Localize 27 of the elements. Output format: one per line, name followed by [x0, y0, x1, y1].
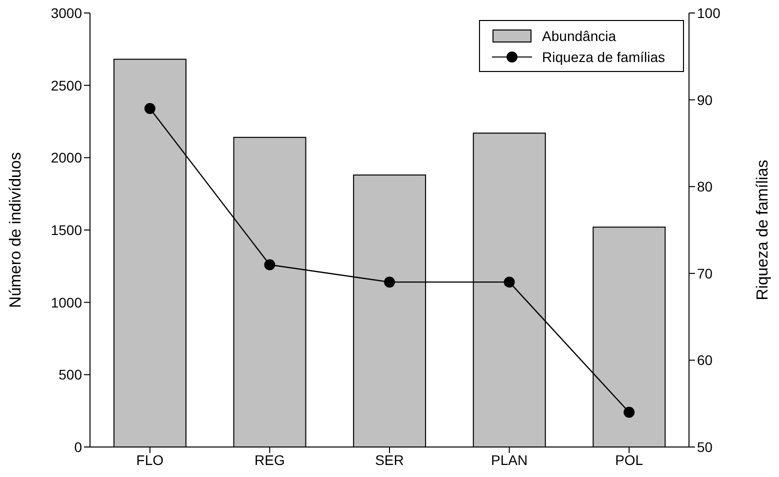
y2-tick-label: 80: [697, 178, 713, 195]
y-tick-label: 3000: [50, 4, 82, 21]
x-tick-label: REG: [254, 452, 285, 468]
x-tick-label: POL: [615, 452, 644, 468]
y-tick-label: 1500: [50, 222, 82, 238]
y-tick-label: 1000: [50, 294, 82, 310]
y-axis-title: Número de indivíduos: [8, 152, 25, 308]
y2-tick-label: 60: [697, 352, 713, 368]
x-tick-label: SER: [375, 452, 404, 468]
y2-tick-label: 100: [697, 4, 721, 21]
y2-tick-label: 90: [697, 92, 713, 108]
y2-axis-title: Riqueza de famílias: [754, 160, 772, 300]
y2-tick-label: 50: [697, 438, 713, 455]
point: [264, 259, 276, 270]
y-tick-label: 500: [58, 366, 82, 383]
legend-label: Riqueza de famílias: [542, 48, 665, 64]
y-tick-label: 2000: [50, 150, 82, 166]
x-tick-label: FLO: [136, 452, 164, 468]
x-tick-label: PLAN: [491, 452, 528, 468]
y-tick-label: 0: [74, 438, 82, 455]
point: [624, 406, 635, 418]
legend-label: Abundância: [542, 28, 616, 44]
point: [384, 276, 395, 288]
y-tick-label: 2500: [50, 77, 82, 94]
y2-tick-label: 70: [697, 265, 713, 282]
point: [504, 276, 515, 288]
point: [144, 102, 156, 114]
